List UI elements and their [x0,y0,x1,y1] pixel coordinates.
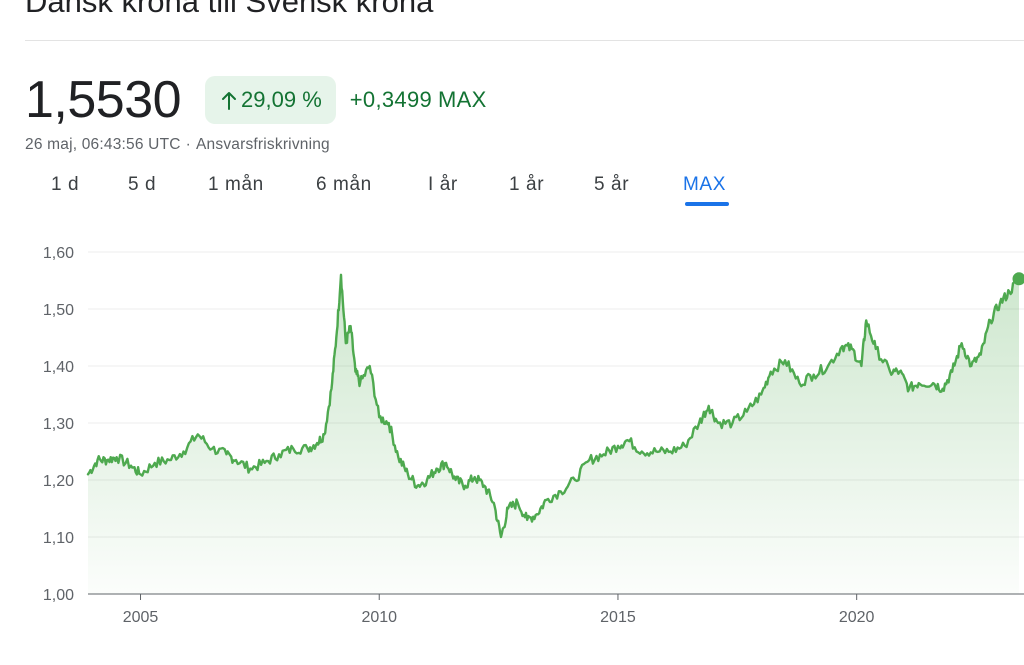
page-title: Dansk krona till Svensk krona [25,0,434,19]
tab-year-to-date[interactable]: I år [428,174,458,195]
disclaimer-link[interactable]: Ansvarsfriskrivning [196,136,330,153]
exchange-rate-chart[interactable]: 1,00 1,10 1,20 1,30 1,40 1,50 1,60 2005 2010 2015… [0,230,1024,650]
y-tick-label: 1,10 [43,530,74,547]
absolute-change-value: +0,3499 [349,87,433,112]
tab-1-month[interactable]: 1 mån [208,174,264,195]
quote-meta: 26 maj, 06:43:56 UTC · Ansvarsfriskrivning [25,136,330,154]
tab-5-years[interactable]: 5 år [594,174,630,195]
absolute-change: +0,3499 MAX [350,87,487,113]
current-price-marker [1012,272,1024,286]
range-tabs: 1 d 5 d 1 mån 6 mån I år 1 år 5 år MAX [0,174,1024,210]
percent-change-value: 29,09 % [241,87,322,112]
y-tick-label: 1,50 [43,302,74,319]
title-divider [25,40,1024,41]
price-area-fill [88,274,1019,594]
percent-change-badge: 29,09 % [205,76,336,124]
x-tick-label: 2015 [600,609,636,626]
change-period: MAX [438,87,487,112]
tab-max[interactable]: MAX [683,174,726,195]
arrow-up-icon [222,92,237,110]
tab-1-day[interactable]: 1 d [51,174,80,195]
tab-5-days[interactable]: 5 d [128,174,157,195]
y-tick-label: 1,30 [43,416,74,433]
y-tick-label: 1,40 [43,359,74,376]
active-tab-indicator [685,202,729,206]
quote-summary: 1,5530 29,09 % +0,3499 MAX [25,68,487,132]
price-line [86,273,1021,539]
tab-1-year[interactable]: 1 år [509,174,545,195]
x-tick-label: 2005 [123,609,159,626]
tab-6-months[interactable]: 6 mån [316,174,372,195]
x-tick-label: 2020 [839,609,875,626]
current-rate: 1,5530 [25,71,182,129]
meta-separator: · [185,136,192,153]
x-tick-label: 2010 [361,609,397,626]
y-tick-label: 1,20 [43,473,74,490]
y-tick-label: 1,60 [43,245,74,262]
y-tick-label: 1,00 [43,587,74,604]
timestamp: 26 maj, 06:43:56 UTC [25,136,181,153]
